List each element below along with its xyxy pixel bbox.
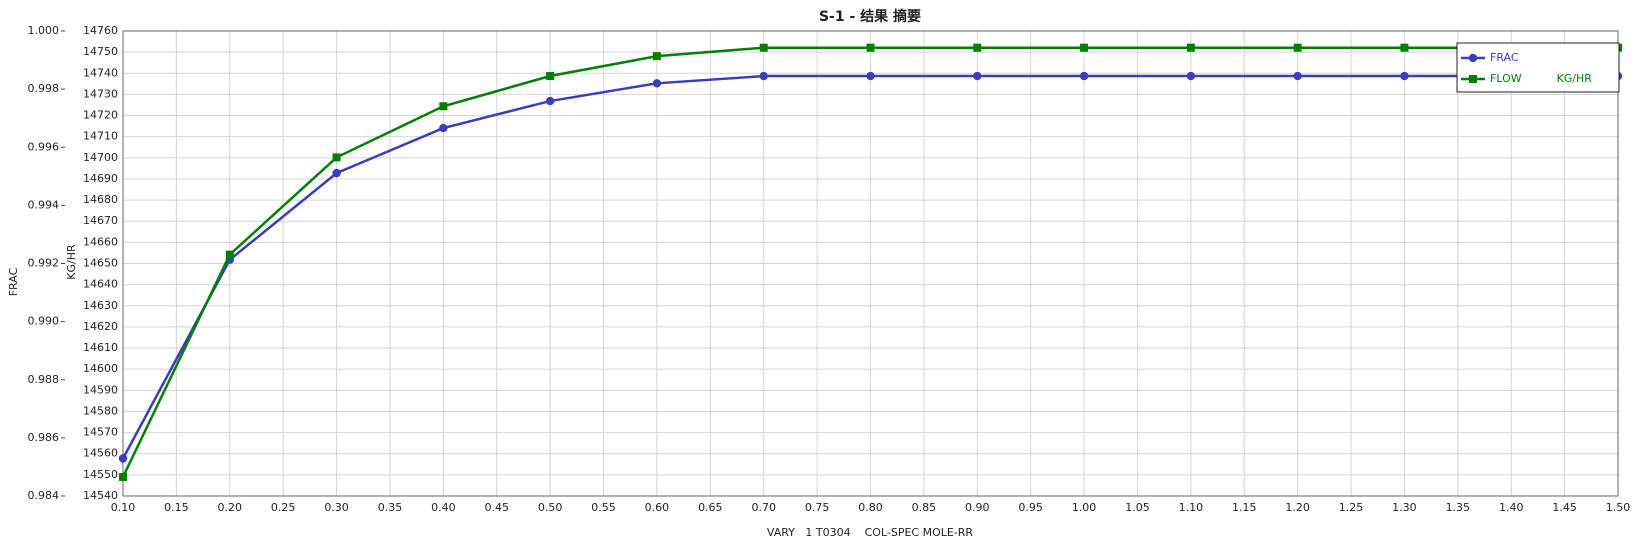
point bbox=[866, 43, 875, 52]
x-tick-label: 0.90 bbox=[965, 501, 990, 514]
legend-box bbox=[1456, 42, 1620, 93]
point bbox=[545, 96, 555, 106]
x-tick-label: 0.20 bbox=[218, 501, 243, 514]
y2-tick-label: 14750 bbox=[83, 45, 118, 58]
y2-tick-label: 14610 bbox=[83, 341, 118, 354]
point bbox=[1400, 43, 1409, 52]
y2-axis-label: KG/HR bbox=[65, 244, 78, 280]
point bbox=[118, 454, 128, 463]
x-tick-label: 0.85 bbox=[912, 501, 937, 514]
y2-tick-label: 14570 bbox=[83, 426, 118, 439]
x-tick-label: 1.15 bbox=[1232, 501, 1257, 514]
legend-label: FLOW KG/HR bbox=[1490, 72, 1592, 85]
point bbox=[225, 250, 234, 259]
point bbox=[1400, 71, 1409, 81]
y-tick-label: 0.984 bbox=[28, 489, 60, 502]
point bbox=[439, 102, 448, 111]
x-tick-label: 0.35 bbox=[378, 501, 403, 514]
point bbox=[652, 79, 662, 88]
x-tick-label: 1.35 bbox=[1446, 501, 1471, 514]
y-tick-label: 0.990 bbox=[28, 315, 60, 328]
point bbox=[1079, 71, 1089, 81]
x-tick-label: 1.25 bbox=[1339, 501, 1364, 514]
legend-marker bbox=[1469, 75, 1477, 83]
y-tick-label: 0.992 bbox=[28, 257, 60, 270]
y2-tick-label: 14700 bbox=[83, 151, 118, 164]
y2-tick-label: 14710 bbox=[83, 130, 118, 143]
x-tick-label: 1.40 bbox=[1499, 501, 1524, 514]
x-tick-label: 0.55 bbox=[591, 501, 616, 514]
point bbox=[1293, 71, 1302, 81]
chart-title: S-1 - 结果 摘要 bbox=[819, 8, 921, 25]
plot-frame bbox=[122, 30, 1619, 497]
y-axis-label: FRAC bbox=[7, 267, 20, 296]
y2-tick-label: 14560 bbox=[83, 447, 118, 460]
x-tick-label: 1.10 bbox=[1179, 501, 1204, 514]
y2-tick-label: 14740 bbox=[83, 66, 118, 79]
point bbox=[1186, 43, 1195, 52]
point bbox=[332, 153, 341, 162]
x-tick-label: 1.20 bbox=[1285, 501, 1310, 514]
point bbox=[1186, 71, 1196, 81]
y2-tick-label: 14650 bbox=[83, 257, 118, 270]
y2-tick-label: 14690 bbox=[83, 172, 118, 185]
y2-tick-label: 14680 bbox=[83, 193, 118, 206]
y2-tick-label: 14630 bbox=[83, 299, 118, 312]
y2-tick-label: 14540 bbox=[83, 489, 118, 502]
point bbox=[332, 168, 341, 178]
y2-tick-label: 14660 bbox=[83, 235, 118, 248]
y-tick-label: 0.998 bbox=[28, 82, 60, 95]
y2-tick-label: 14760 bbox=[83, 24, 118, 37]
x-tick-label: 0.60 bbox=[645, 501, 670, 514]
point bbox=[866, 71, 875, 81]
y2-tick-label: 14720 bbox=[83, 109, 118, 122]
x-tick-label: 0.15 bbox=[164, 501, 189, 514]
point bbox=[652, 52, 661, 61]
x-tick-label: 0.30 bbox=[324, 501, 349, 514]
point bbox=[1293, 43, 1302, 52]
point bbox=[546, 72, 555, 81]
y2-tick-label: 14580 bbox=[83, 404, 118, 417]
y2-tick-label: 14670 bbox=[83, 214, 118, 227]
y2-tick-label: 14620 bbox=[83, 320, 118, 333]
point bbox=[759, 43, 768, 52]
x-tick-label: 1.00 bbox=[1072, 501, 1097, 514]
x-tick-label: 1.50 bbox=[1606, 501, 1631, 514]
point bbox=[973, 43, 982, 52]
y2-tick-label: 14600 bbox=[83, 362, 118, 375]
point bbox=[1080, 43, 1089, 52]
y-tick-label: 0.988 bbox=[28, 373, 60, 386]
y-tick-label: 0.994 bbox=[28, 198, 60, 211]
legend-label: FRAC bbox=[1490, 51, 1519, 64]
x-tick-label: 0.10 bbox=[111, 501, 136, 514]
x-tick-label: 1.30 bbox=[1392, 501, 1417, 514]
x-tick-label: 0.75 bbox=[805, 501, 830, 514]
x-tick-label: 0.80 bbox=[858, 501, 883, 514]
point bbox=[119, 472, 127, 481]
x-tick-label: 0.65 bbox=[698, 501, 723, 514]
y2-tick-label: 14640 bbox=[83, 278, 118, 291]
y2-tick-label: 14730 bbox=[83, 87, 118, 100]
x-tick-label: 0.70 bbox=[751, 501, 776, 514]
point bbox=[439, 123, 448, 133]
x-tick-label: 1.05 bbox=[1125, 501, 1150, 514]
x-tick-label: 1.45 bbox=[1552, 501, 1577, 514]
y2-tick-label: 14590 bbox=[83, 383, 118, 396]
y-tick-label: 0.996 bbox=[28, 140, 60, 153]
x-axis-label: VARY 1 T0304 COL-SPEC MOLE-RR bbox=[767, 526, 974, 539]
y-tick-label: 1.000 bbox=[28, 24, 60, 37]
point bbox=[973, 71, 982, 81]
x-tick-label: 0.50 bbox=[538, 501, 563, 514]
x-tick-label: 0.40 bbox=[431, 501, 456, 514]
y-tick-label: 0.986 bbox=[28, 431, 60, 444]
x-tick-label: 0.25 bbox=[271, 501, 296, 514]
point bbox=[759, 71, 768, 81]
legend-marker bbox=[1468, 53, 1478, 63]
x-tick-label: 0.45 bbox=[485, 501, 510, 514]
x-tick-label: 0.95 bbox=[1018, 501, 1043, 514]
y2-tick-label: 14550 bbox=[83, 468, 118, 481]
